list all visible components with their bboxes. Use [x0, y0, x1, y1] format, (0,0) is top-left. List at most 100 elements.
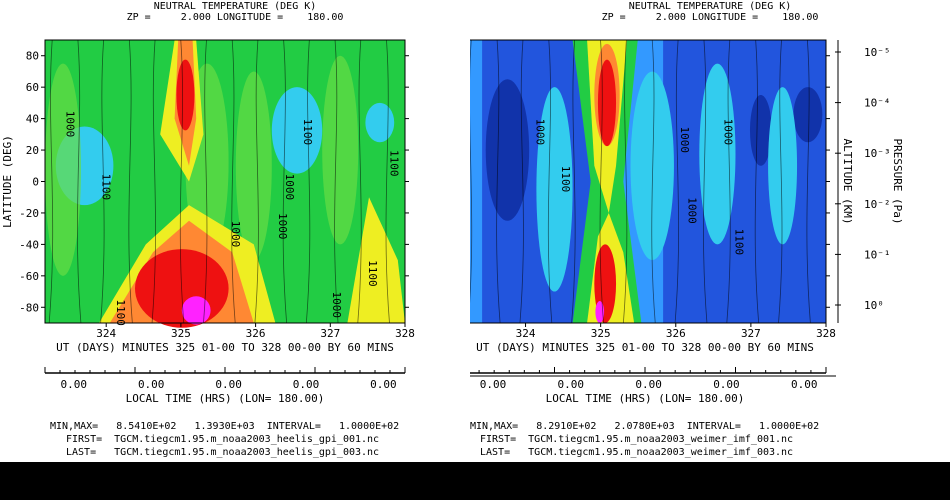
contour-label: 1000: [229, 221, 242, 248]
y-tick-label: 80: [26, 50, 39, 63]
right-first-file: FIRST= TGCM.tiegcm1.95.m_noaa2003_weimer…: [480, 434, 794, 445]
cyan-band: [536, 87, 573, 292]
right-plot-subtitle: ZP = 2.000 LONGITUDE = 180.00: [601, 12, 819, 23]
y-tick-label: -60: [19, 270, 39, 283]
yellow-region: [347, 197, 405, 323]
contour-label: 1100: [733, 229, 746, 256]
contour-label: 1000: [722, 119, 735, 146]
contour-line: [547, 39, 553, 324]
contour-label: 1000: [283, 174, 296, 201]
magenta-region: [595, 300, 605, 323]
lt-tick-label: 0.00: [791, 378, 818, 391]
lt-tick-label: 0.00: [61, 378, 88, 391]
cyan-band: [699, 63, 736, 245]
contour-line: [48, 39, 54, 324]
left-last-file: LAST= TGCM.tiegcm1.95.m_noaa2003_heelis_…: [66, 447, 380, 458]
light-green-band: [322, 55, 359, 245]
contour-label: 1000: [276, 213, 289, 240]
pressure-tick-label: 10⁻⁵: [864, 46, 891, 59]
contour-line: [254, 39, 259, 324]
pressure-tick-label: 10⁻¹: [864, 248, 891, 261]
x-tick-label: 326: [666, 327, 686, 340]
lt-tick-label: 0.00: [713, 378, 740, 391]
contour-line: [651, 39, 656, 324]
x-tick-label: 325: [171, 327, 191, 340]
y-axis-label: LATITUDE (DEG): [1, 135, 14, 228]
y-tick-label: 60: [26, 81, 39, 94]
contour-line: [305, 39, 311, 324]
left-heatmap: 1000 1100 1100 1000 1000 1100 1100 1100 1000 1000…: [1, 39, 415, 405]
contour-line: [203, 39, 208, 324]
contour-line: [571, 39, 576, 324]
y-tick-label: -80: [19, 301, 39, 314]
lt-tick-label: 0.00: [138, 378, 165, 391]
x-tick-label: 324: [516, 327, 536, 340]
x-tick-label: 328: [816, 327, 836, 340]
right-last-file: LAST= TGCM.tiegcm1.95.m_noaa2003_weimer_…: [480, 447, 794, 458]
dark-blue-region: [485, 79, 530, 221]
lt-tick-label: 0.00: [370, 378, 397, 391]
contour-label: 1100: [100, 174, 113, 201]
left-first-file: FIRST= TGCM.tiegcm1.95.m_noaa2003_heelis…: [66, 434, 380, 445]
cyan-region: [365, 102, 395, 143]
contour-line: [470, 39, 473, 304]
pressure-tick-label: 10⁰: [864, 299, 884, 312]
x-tick-label: 327: [320, 327, 340, 340]
x-tick-label: 328: [395, 327, 415, 340]
pressure-tick-label: 10⁻³: [864, 147, 891, 160]
y-tick-label: -40: [19, 238, 39, 251]
y-tick-label: 20: [26, 144, 39, 157]
x-axis-label: UT (DAYS) MINUTES 325 01-00 TO 328 00-00…: [476, 341, 814, 354]
red-region: [176, 59, 195, 131]
contour-label: 1100: [388, 150, 401, 177]
cyan-band: [768, 87, 798, 245]
contour-line: [496, 39, 501, 324]
lt-tick-label: 0.00: [215, 378, 242, 391]
contour-line: [754, 39, 760, 324]
left-plot-subtitle: ZP = 2.000 LONGITUDE = 180.00: [126, 12, 344, 23]
contour-label: 1000: [685, 197, 698, 224]
left-minmax: MIN,MAX= 8.5410E+02 1.3930E+03 INTERVAL=…: [50, 421, 400, 432]
y-tick-label: 40: [26, 113, 39, 126]
contour-line: [726, 39, 731, 324]
x-tick-label: 326: [246, 327, 266, 340]
contour-line: [806, 39, 811, 324]
contour-line: [703, 39, 708, 324]
pressure-tick-label: 10⁻²: [864, 198, 891, 211]
y-tick-label: -20: [19, 207, 39, 220]
bottom-black-bar: [0, 462, 950, 500]
lt-tick-label: 0.00: [293, 378, 320, 391]
contour-line: [151, 39, 156, 324]
contour-label: 1100: [301, 119, 314, 146]
contour-label: 1000: [330, 292, 343, 319]
x-tick-label: 325: [591, 327, 611, 340]
contour-line: [231, 39, 236, 324]
contour-line: [778, 39, 783, 324]
contour-line: [519, 39, 524, 324]
contour-line: [179, 39, 185, 324]
contour-label: 1000: [533, 119, 546, 146]
lt-axis-label: LOCAL TIME (HRS) (LON= 180.00): [126, 392, 325, 405]
x-tick-label: 327: [741, 327, 761, 340]
light-green-band: [235, 71, 272, 261]
contour-line: [128, 39, 133, 324]
x-axis-label: UT (DAYS) MINUTES 325 01-00 TO 328 00-00…: [56, 341, 394, 354]
lt-tick-label: 0.00: [558, 378, 585, 391]
right-minmax: MIN,MAX= 8.2910E+02 2.0780E+03 INTERVAL=…: [470, 421, 820, 432]
light-green-band: [45, 63, 81, 276]
cyan-band: [630, 71, 674, 261]
contour-line: [100, 39, 105, 324]
right-heatmap: 100011001000100011001000806040200-20-40-…: [470, 39, 904, 405]
altitude-axis-label: ALTITUDE (KM): [841, 138, 854, 224]
contour-label: 1000: [678, 126, 691, 153]
left-plot-panel: NEUTRAL TEMPERATURE (DEG K) ZP = 2.000 L…: [0, 0, 470, 462]
contour-line: [334, 39, 339, 324]
contour-label: 1100: [559, 166, 572, 193]
dark-blue-region: [749, 95, 772, 166]
contour-label: 1100: [114, 299, 127, 326]
contour-line: [282, 39, 288, 324]
pressure-tick-label: 10⁻⁴: [864, 97, 891, 110]
contour-line: [357, 39, 362, 324]
dark-blue-region: [793, 87, 823, 143]
lt-axis-label: LOCAL TIME (HRS) (LON= 180.00): [546, 392, 745, 405]
